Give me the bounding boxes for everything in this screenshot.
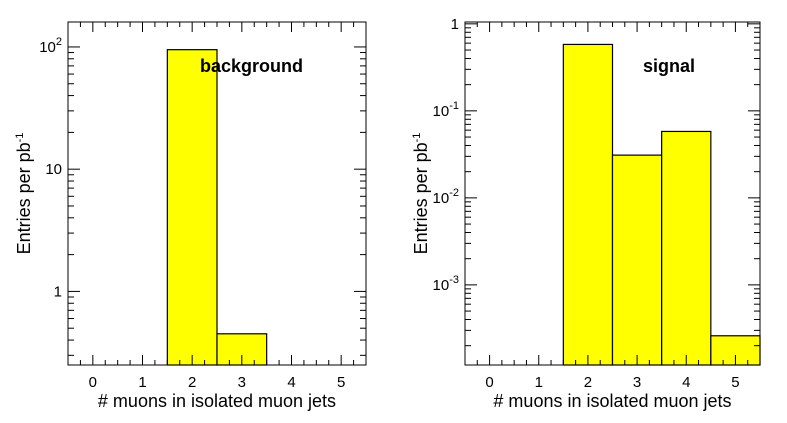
signal-x-axis-title: # muons in isolated muon jets xyxy=(493,391,731,411)
signal-y-axis-title: Entries per pb-1 xyxy=(411,133,431,255)
background-bar-0 xyxy=(166,49,218,366)
signal-bar-2 xyxy=(661,130,712,366)
background-x-tick-label: 2 xyxy=(188,374,196,391)
background-x-tick-label: 3 xyxy=(238,374,246,391)
signal-x-tick-label: 1 xyxy=(535,374,543,391)
signal-ticks: 0 1 2 3 4 5 10-3 10-2 10-1 1 xyxy=(433,16,761,391)
signal-bar-0 xyxy=(562,43,614,366)
background-panel: 0 1 2 3 4 5 1 10 102 background # muons in isola… xyxy=(14,21,367,411)
background-bars xyxy=(166,49,268,366)
signal-y-axis-title-exponent: -1 xyxy=(411,133,423,143)
background-y-tick-label: 1 xyxy=(54,283,62,300)
background-x-tick-label: 4 xyxy=(287,374,295,391)
signal-x-tick-label: 2 xyxy=(584,374,592,391)
signal-y-axis-title-main: Entries per pb xyxy=(411,142,431,254)
signal-x-tick-label: 5 xyxy=(731,374,739,391)
background-y-tick-label: 102 xyxy=(39,36,62,56)
background-y-tick-label: 10 xyxy=(45,161,62,178)
background-x-tick-label: 5 xyxy=(337,374,345,391)
background-y-axis-title-main: Entries per pb xyxy=(14,142,34,254)
background-y-axis-title-exponent: -1 xyxy=(14,133,26,143)
background-x-axis-title: # muons in isolated muon jets xyxy=(98,391,336,411)
background-x-tick-label: 1 xyxy=(138,374,146,391)
background-ticks: 0 1 2 3 4 5 1 10 102 xyxy=(39,22,367,391)
signal-x-tick-label: 0 xyxy=(485,374,493,391)
signal-y-tick-label: 10-3 xyxy=(433,274,459,294)
signal-y-tick-label: 10-1 xyxy=(433,100,459,120)
signal-panel: 0 1 2 3 4 5 10-3 10-2 10-1 1 signal # muons in is… xyxy=(411,16,761,411)
signal-y-tick-label: 1 xyxy=(451,16,459,33)
signal-bars xyxy=(562,43,761,366)
background-y-axis-title: Entries per pb-1 xyxy=(14,133,34,255)
signal-bar-1 xyxy=(611,154,663,366)
signal-x-tick-label: 4 xyxy=(682,374,690,391)
background-panel-label: background xyxy=(200,56,303,76)
signal-panel-label: signal xyxy=(643,56,695,76)
signal-x-tick-label: 3 xyxy=(633,374,641,391)
signal-y-tick-label: 10-2 xyxy=(433,187,459,207)
background-x-tick-label: 0 xyxy=(89,374,97,391)
